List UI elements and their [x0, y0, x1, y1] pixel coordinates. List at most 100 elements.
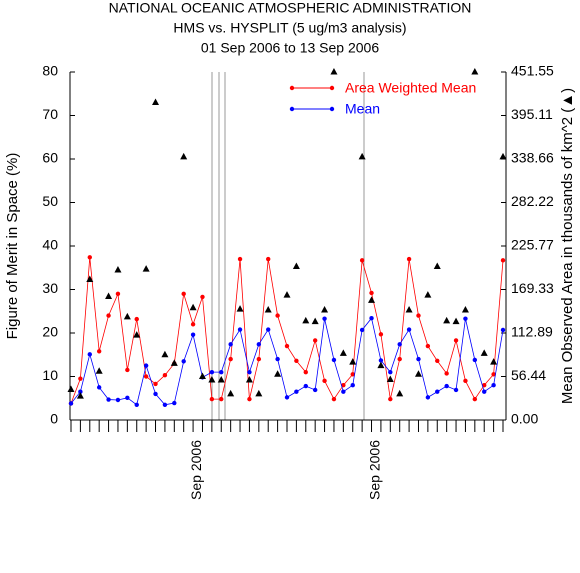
y-tick-label: 30	[42, 280, 58, 296]
y-tick-label: 60	[42, 150, 58, 166]
point	[143, 374, 149, 379]
point	[331, 396, 337, 402]
point	[125, 395, 130, 401]
triangle-marker	[414, 370, 422, 377]
point	[228, 356, 233, 362]
triangle-marker	[368, 296, 376, 303]
point	[256, 356, 262, 362]
point	[341, 383, 346, 388]
legend-dot	[289, 106, 295, 112]
point	[500, 327, 506, 333]
triangle-marker	[452, 317, 460, 325]
triangle-marker	[461, 305, 469, 313]
triangle-marker	[311, 317, 319, 325]
date-range: 01 Sep 2006 to 13 Sep 2006	[201, 40, 379, 56]
point	[388, 369, 393, 375]
point	[369, 290, 374, 296]
triangle-marker	[123, 312, 131, 320]
point	[78, 389, 83, 394]
triangle-marker	[433, 262, 441, 269]
point	[294, 389, 299, 394]
point	[162, 402, 168, 407]
y2-tick-label: 395.11	[511, 106, 553, 122]
point	[190, 332, 196, 337]
point	[435, 389, 440, 394]
point	[209, 369, 215, 375]
y2-tick-label: 169.33	[511, 280, 554, 296]
point	[153, 391, 158, 397]
point	[256, 342, 262, 347]
point	[312, 387, 318, 393]
point	[115, 291, 121, 297]
point	[369, 316, 374, 321]
triangle-marker	[170, 359, 178, 366]
point	[134, 402, 139, 407]
point	[416, 356, 421, 362]
point	[472, 357, 478, 363]
point	[96, 349, 102, 354]
point	[435, 358, 440, 364]
y-tick-label: 0	[50, 411, 58, 427]
point	[228, 342, 233, 347]
point	[294, 358, 299, 364]
point	[87, 352, 92, 357]
triangle-marker	[255, 389, 263, 397]
point	[153, 381, 158, 387]
point	[378, 332, 384, 337]
point	[237, 256, 243, 262]
triangle-marker	[358, 152, 366, 160]
y2-tick-label: 282.22	[511, 193, 554, 209]
triangle-marker	[189, 303, 197, 311]
chart-subtitle: HMS vs. HYSPLIT (5 ug/m3 analysis)	[173, 20, 406, 36]
point	[190, 322, 196, 327]
point	[472, 396, 478, 402]
legend-dot	[329, 85, 335, 91]
triangle-marker	[161, 350, 169, 358]
point	[350, 383, 355, 388]
point	[172, 400, 177, 406]
y-tick-label: 10	[42, 367, 58, 383]
legend-dot	[289, 85, 295, 91]
point	[388, 396, 393, 402]
y-tick-label: 40	[42, 237, 58, 253]
y2-axis-label: Mean Observed Area in thousands of km^2 …	[559, 88, 576, 404]
triangle-marker	[67, 385, 75, 393]
point	[266, 327, 271, 332]
point	[322, 378, 327, 384]
triangle-marker	[95, 367, 103, 374]
legend-label: Mean	[345, 101, 380, 117]
y-tick-label: 20	[42, 324, 58, 340]
point	[247, 369, 252, 375]
point	[416, 313, 421, 318]
point	[181, 291, 186, 297]
triangle-marker	[236, 305, 244, 312]
point	[284, 395, 290, 400]
triangle-marker	[499, 152, 507, 160]
point	[275, 313, 280, 318]
y-tick-label: 50	[42, 193, 58, 209]
triangle-marker	[142, 265, 150, 272]
triangle-marker	[490, 358, 498, 365]
point	[482, 383, 487, 388]
triangle-marker	[292, 262, 300, 269]
triangle-marker	[114, 265, 122, 273]
point	[303, 383, 308, 389]
point	[406, 256, 412, 262]
triangle-marker	[264, 305, 272, 313]
point	[237, 327, 243, 332]
point	[350, 372, 355, 377]
point	[143, 363, 149, 368]
y2-tick-label: 56.44	[511, 367, 546, 383]
point	[219, 396, 224, 402]
y2-tick-label: 225.77	[511, 237, 554, 253]
triangle-marker	[321, 305, 329, 313]
point	[284, 343, 290, 349]
triangle-marker	[377, 361, 385, 369]
point	[444, 371, 449, 376]
point	[359, 327, 365, 333]
point	[266, 256, 271, 262]
point	[463, 378, 468, 384]
point	[397, 356, 402, 362]
point	[96, 385, 102, 390]
